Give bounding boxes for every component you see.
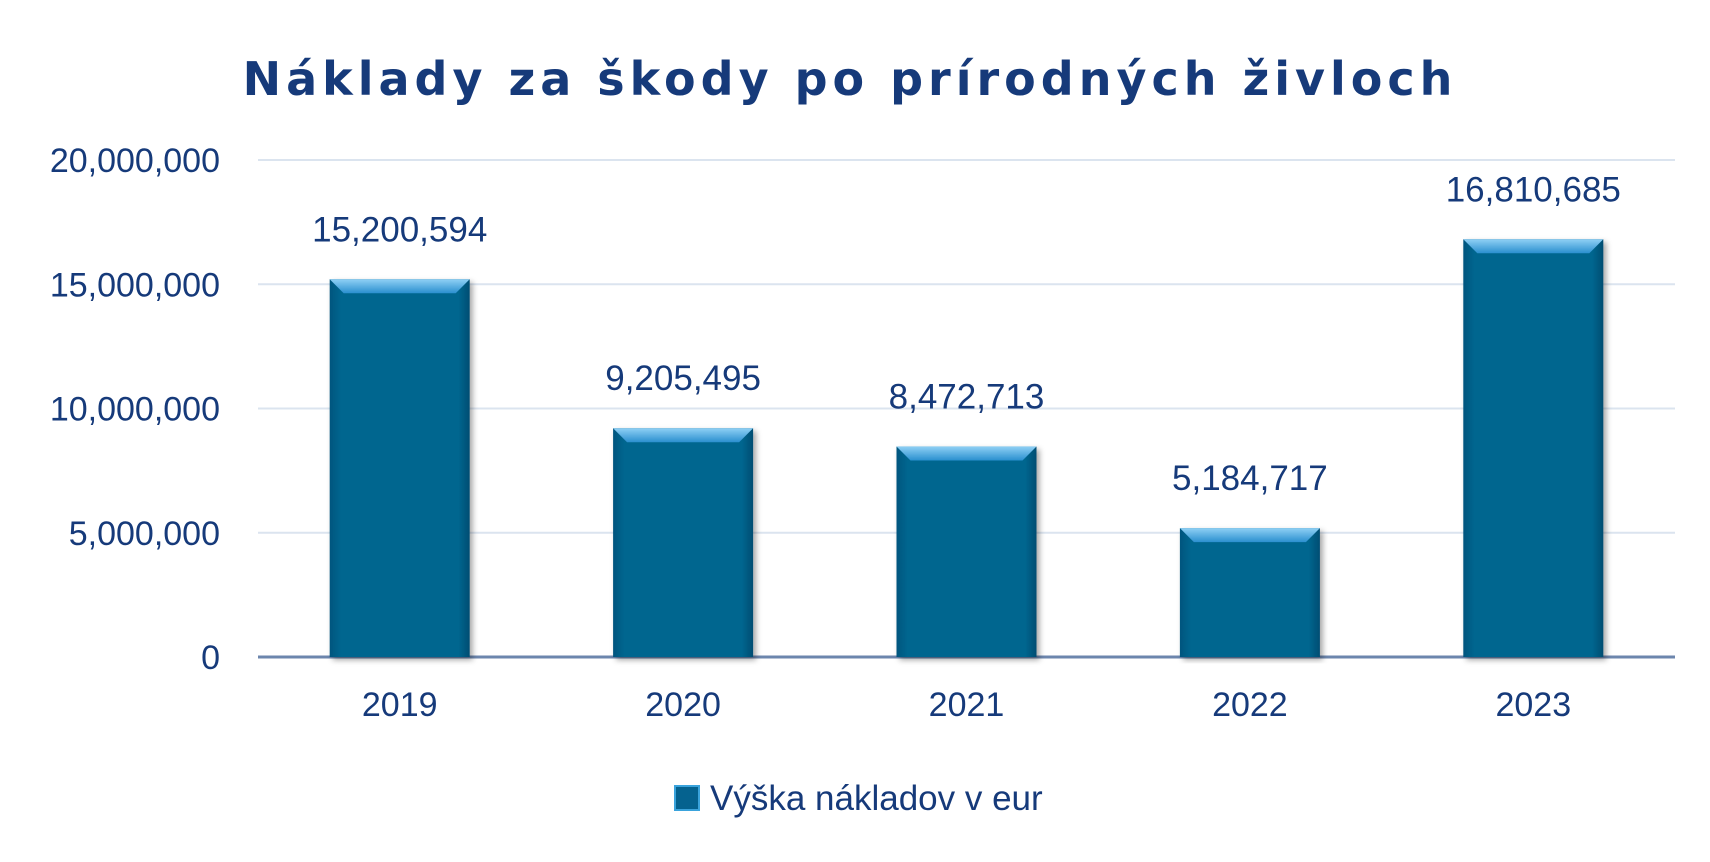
bar-body — [1463, 239, 1604, 658]
data-labels: 15,200,594 9,205,495 8,472,713 5,184,717 16,… — [312, 170, 1621, 498]
legend-swatch — [674, 785, 700, 811]
chart-title: Náklady za škody po prírodných živloch — [243, 52, 1458, 106]
bar-bevel — [329, 279, 470, 294]
y-axis: 0 5,000,000 10,000,000 15,000,000 20,000,000 — [50, 142, 220, 677]
data-label: 9,205,495 — [605, 359, 761, 398]
y-tick-label: 5,000,000 — [69, 515, 220, 553]
x-tick-label: 2023 — [1495, 686, 1571, 724]
y-tick-label: 0 — [201, 639, 220, 677]
bar — [329, 279, 470, 657]
bar-body — [329, 279, 470, 657]
bar-bevel — [1463, 239, 1604, 254]
x-tick-label: 2021 — [929, 686, 1005, 724]
bar — [1463, 239, 1604, 658]
bar-series — [329, 239, 1604, 658]
x-tick-label: 2019 — [362, 686, 438, 724]
bar-bevel — [1179, 528, 1320, 543]
bar-body — [1179, 528, 1320, 657]
y-tick-label: 10,000,000 — [50, 391, 220, 429]
legend: Výška nákladov v eur — [674, 779, 1043, 818]
data-label: 8,472,713 — [889, 377, 1045, 416]
data-label: 5,184,717 — [1172, 459, 1328, 498]
y-tick-label: 20,000,000 — [50, 142, 220, 180]
bar — [613, 428, 754, 657]
bar — [896, 446, 1037, 657]
bar-bevel — [613, 428, 754, 443]
bar-body — [613, 428, 754, 657]
data-label: 15,200,594 — [312, 210, 487, 249]
data-label: 16,810,685 — [1446, 170, 1621, 209]
x-tick-label: 2022 — [1212, 686, 1288, 724]
x-tick-label: 2020 — [645, 686, 721, 724]
x-axis: 2019 2020 2021 2022 2023 — [362, 686, 1571, 724]
y-tick-label: 15,000,000 — [50, 266, 220, 304]
bar-bevel — [896, 446, 1037, 461]
bar-body — [896, 446, 1037, 657]
bar — [1179, 528, 1320, 657]
legend-label: Výška nákladov v eur — [710, 779, 1043, 818]
